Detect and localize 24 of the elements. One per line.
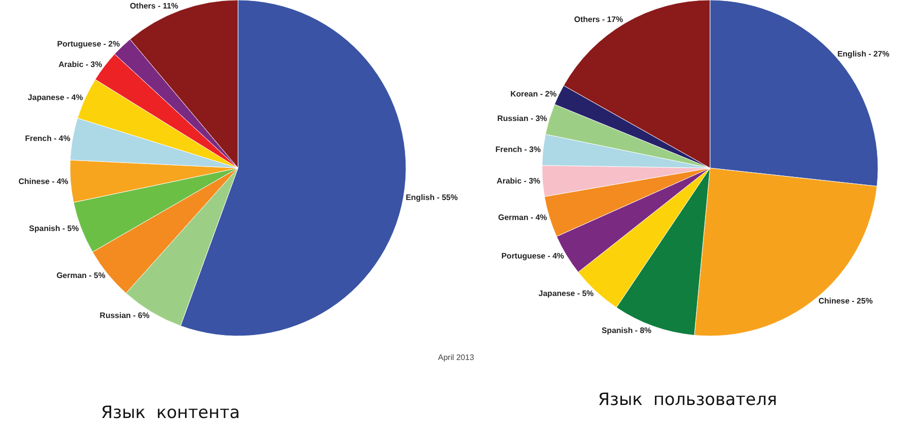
- slice-label: Russian - 3%: [497, 114, 548, 124]
- slice-label: Others - 17%: [574, 15, 623, 24]
- text: April 2013: [438, 353, 475, 362]
- slice-label: Japanese - 5%: [538, 289, 594, 298]
- slice-label: Japanese - 4%: [28, 92, 83, 102]
- slice-label: German - 5%: [56, 271, 106, 280]
- slice-label: Portuguese - 2%: [57, 40, 120, 49]
- text: Язык контента: [101, 403, 240, 423]
- slice-label: Korean - 2%: [510, 89, 557, 98]
- slice-label: French - 4%: [24, 134, 70, 144]
- slice-label: Chinese - 4%: [18, 176, 68, 186]
- slice-label: Arabic - 3%: [496, 176, 540, 186]
- slice-label: Russian - 6%: [100, 310, 150, 320]
- slice-label: Others - 11%: [130, 2, 178, 11]
- text: Язык пользователя: [598, 390, 778, 410]
- slice-label: Arabic - 3%: [58, 60, 102, 70]
- slice-label: Chinese - 25%: [818, 296, 873, 306]
- slice-label: German - 4%: [498, 212, 548, 222]
- slice-label: Spanish - 5%: [29, 224, 79, 234]
- slice-label: Portuguese - 4%: [501, 252, 564, 261]
- slice-label: English - 27%: [837, 49, 890, 58]
- slice-label: English - 55%: [406, 192, 458, 202]
- slice-label: French - 3%: [495, 145, 541, 154]
- slice-label: Spanish - 8%: [602, 326, 652, 335]
